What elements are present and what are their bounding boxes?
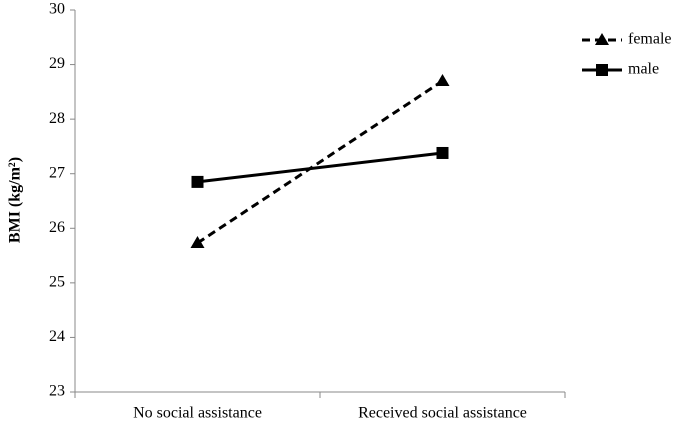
- x-tick-label: No social assistance: [133, 405, 262, 422]
- y-tick-label: 29: [49, 55, 65, 72]
- data-point: [190, 236, 205, 249]
- legend-label: male: [628, 61, 659, 78]
- series-line: [197, 151, 443, 184]
- legend-marker: [596, 64, 608, 76]
- data-point: [435, 73, 450, 86]
- x-tick-label: Received social assistance: [358, 405, 527, 422]
- y-tick-label: 30: [49, 1, 65, 18]
- y-tick-label: 25: [49, 274, 65, 291]
- data-point: [191, 175, 204, 188]
- y-tick-label: 24: [49, 328, 65, 345]
- series-line: [196, 79, 444, 245]
- legend-label: female: [628, 31, 672, 48]
- y-tick-label: 28: [49, 110, 65, 127]
- y-tick-label: 23: [49, 383, 65, 400]
- data-point: [436, 146, 449, 159]
- y-axis-label: BMI (kg/m²): [7, 157, 24, 243]
- legend-marker: [595, 33, 609, 45]
- y-tick-label: 26: [49, 219, 65, 236]
- y-tick-label: 27: [49, 164, 65, 181]
